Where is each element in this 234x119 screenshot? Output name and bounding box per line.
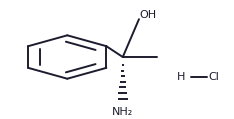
Text: Cl: Cl (208, 72, 219, 82)
Text: OH: OH (140, 10, 157, 20)
Text: NH₂: NH₂ (112, 107, 133, 117)
Text: H: H (177, 72, 185, 82)
